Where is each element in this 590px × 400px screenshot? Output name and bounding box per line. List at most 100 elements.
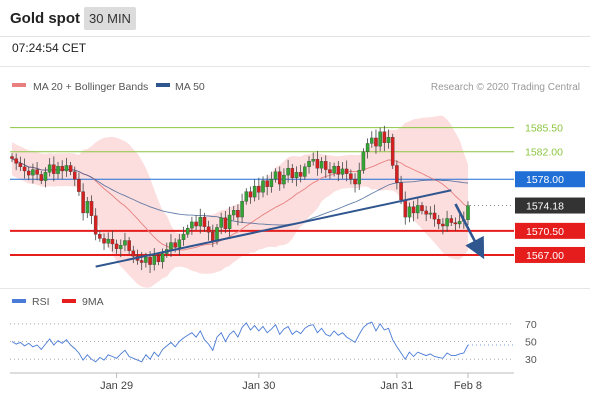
ma20-legend-label: MA 20 + Bollinger Bands	[33, 81, 148, 93]
candle-body	[328, 169, 332, 174]
candle-body	[269, 179, 274, 187]
candle-body	[106, 238, 110, 244]
candle-body	[236, 210, 240, 218]
candle-body	[52, 164, 56, 174]
divider	[0, 66, 590, 67]
candle-body	[311, 159, 315, 162]
rsi-ma-legend-label: 9MA	[82, 296, 104, 308]
candle-body	[407, 206, 412, 218]
candle-body	[449, 218, 454, 223]
support-level-label: 1567.00	[526, 250, 564, 262]
rsi-level-label: 30	[525, 354, 537, 366]
support-level-label: 1570.50	[526, 226, 564, 238]
candle-body	[432, 212, 437, 220]
candle-body	[215, 227, 219, 242]
candle-body	[127, 240, 131, 251]
candle-body	[240, 201, 244, 218]
candle-body	[261, 180, 265, 193]
x-axis-tick-label: Jan 31	[380, 380, 413, 392]
candle-body	[144, 256, 148, 263]
candle-body	[273, 171, 278, 180]
candle-body	[173, 242, 177, 248]
candle-body	[357, 170, 361, 185]
candle-body	[445, 218, 449, 227]
candle-body	[424, 210, 428, 215]
candle-body	[282, 174, 286, 185]
candle-body	[160, 253, 165, 262]
candle-body	[73, 171, 77, 180]
candle-body	[114, 243, 119, 249]
candle-body	[131, 250, 136, 257]
timeframe-button[interactable]: 30 MIN	[84, 7, 136, 30]
candle-body	[370, 137, 374, 144]
support-level-tag	[515, 222, 585, 239]
candle-body	[286, 168, 290, 176]
last-level-tag	[515, 197, 585, 214]
candle-body	[39, 174, 44, 181]
candle-body	[68, 165, 73, 172]
x-axis-tick-label: Jan 30	[242, 380, 275, 392]
candle-body	[441, 223, 445, 227]
divider	[0, 288, 590, 289]
ma50-legend-label: MA 50	[175, 81, 205, 93]
candle-body	[416, 205, 420, 214]
candle-body	[148, 256, 152, 265]
candle-body	[378, 131, 382, 147]
x-axis: Jan 29 Jan 30 Jan 31 Feb 8	[10, 372, 514, 392]
candle-body	[315, 159, 320, 169]
candle-body	[98, 234, 102, 239]
resistance-level-label: 1582.00	[525, 147, 563, 159]
candle-body	[156, 255, 161, 262]
ma50-line	[11, 158, 469, 226]
candle-body	[361, 151, 366, 171]
support-level-tag	[515, 246, 585, 263]
forecast-arrow	[454, 203, 485, 260]
candle-body	[211, 232, 215, 242]
resistance-level-label: 1585.50	[525, 123, 563, 135]
candle-body	[35, 169, 39, 175]
candle-body	[457, 221, 462, 225]
candle-body	[332, 166, 336, 174]
timestamp: 07:24:54 CET	[12, 41, 87, 55]
candle-body	[110, 238, 115, 245]
candle-body	[248, 191, 253, 198]
price-tags: 1585.50 1582.00 1578.00 1574.18 1570.50 1567.…	[515, 123, 585, 263]
analysis-overlay	[95, 189, 485, 268]
candle-body	[277, 171, 282, 185]
candle-body	[152, 255, 156, 265]
candle-body	[198, 216, 203, 227]
candle-body	[185, 227, 190, 235]
candle-body	[344, 168, 349, 174]
candle-body	[399, 182, 403, 201]
candle-body	[119, 245, 123, 249]
candle-body	[244, 191, 249, 202]
last-level-label: 1574.18	[526, 201, 564, 213]
candle-body	[139, 260, 144, 263]
candle-body	[395, 165, 399, 183]
candle-body	[60, 166, 64, 172]
candle-body	[194, 221, 198, 227]
candle-body	[382, 131, 387, 143]
candle-body	[77, 179, 81, 192]
candle-body	[18, 163, 23, 167]
candle-body	[365, 143, 370, 152]
candle-body	[64, 165, 69, 172]
candle-body	[436, 219, 441, 225]
candle-body	[336, 166, 341, 175]
pivot-level-label: 1578.00	[526, 174, 564, 186]
candle-body	[89, 201, 94, 216]
candle-body	[374, 137, 378, 147]
candle-body	[202, 216, 207, 227]
candle-body	[190, 221, 194, 229]
candle-body	[169, 242, 173, 250]
candle-body	[123, 240, 127, 246]
candle-body	[177, 239, 182, 248]
candle-body	[390, 137, 395, 166]
candle-body	[349, 173, 353, 180]
rsi-line	[11, 321, 469, 363]
page-title: Gold spot	[10, 10, 80, 27]
candle-body	[411, 206, 416, 214]
candle-body	[340, 168, 345, 175]
candle-body	[420, 205, 424, 212]
